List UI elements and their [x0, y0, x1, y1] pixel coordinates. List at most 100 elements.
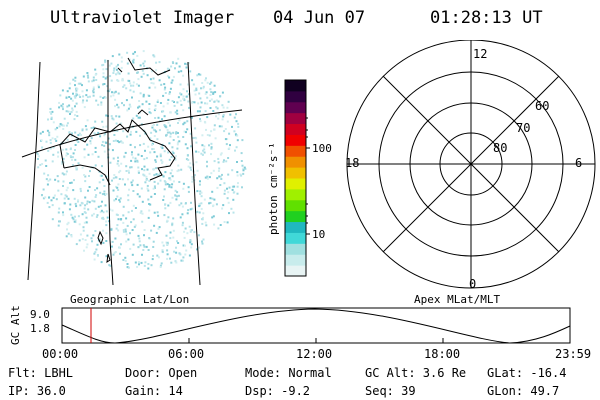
emission-pixel: [124, 259, 127, 262]
emission-pixel: [178, 119, 181, 122]
emission-pixel: [99, 205, 102, 208]
emission-pixel: [161, 147, 164, 150]
emission-pixel: [151, 126, 154, 129]
emission-pixel: [74, 215, 76, 218]
emission-pixel: [143, 234, 145, 237]
emission-pixel: [125, 170, 128, 172]
emission-pixel: [94, 120, 97, 123]
emission-pixel: [111, 240, 114, 243]
emission-pixel: [109, 208, 112, 211]
emission-pixel: [72, 218, 75, 221]
emission-pixel: [71, 164, 74, 166]
emission-pixel: [67, 221, 70, 224]
emission-pixel: [93, 258, 96, 261]
emission-pixel: [205, 128, 207, 131]
emission-pixel: [162, 110, 165, 113]
lat-label-80: 80: [493, 141, 507, 155]
emission-pixel: [159, 155, 162, 158]
emission-pixel: [152, 128, 155, 131]
emission-pixel: [171, 156, 174, 159]
emission-pixel: [105, 210, 108, 213]
emission-pixel: [170, 65, 173, 68]
emission-pixel: [117, 160, 120, 163]
emission-pixel: [44, 159, 47, 162]
emission-pixel: [153, 151, 156, 154]
emission-pixel: [120, 122, 123, 125]
emission-pixel: [163, 195, 165, 198]
emission-pixel: [115, 68, 118, 71]
emission-pixel: [105, 240, 108, 242]
emission-pixel: [66, 105, 69, 108]
emission-pixel: [139, 211, 142, 214]
emission-pixel: [132, 90, 135, 93]
emission-pixel: [115, 176, 118, 179]
emission-pixel: [137, 246, 140, 249]
emission-pixel: [187, 186, 190, 189]
emission-pixel: [170, 261, 173, 264]
colorbar-swatch: [285, 178, 306, 190]
emission-pixel: [186, 90, 188, 93]
emission-pixel: [182, 109, 185, 112]
emission-pixel: [186, 232, 189, 235]
emission-pixel: [64, 194, 67, 197]
emission-pixel: [57, 180, 60, 183]
emission-pixel: [126, 62, 129, 65]
emission-pixel: [209, 107, 212, 109]
emission-pixel: [156, 123, 159, 126]
emission-pixel: [112, 253, 115, 256]
emission-pixel: [152, 82, 155, 85]
emission-pixel: [222, 115, 225, 118]
emission-pixel: [203, 145, 206, 148]
emission-pixel: [123, 84, 126, 87]
emission-pixel: [138, 100, 141, 102]
emission-pixel: [232, 191, 235, 194]
emission-pixel: [146, 74, 149, 77]
emission-pixel: [125, 217, 128, 220]
emission-pixel: [231, 125, 233, 128]
emission-pixel: [113, 199, 116, 202]
emission-pixel: [78, 239, 81, 242]
emission-pixel: [206, 165, 208, 168]
emission-pixel: [191, 178, 194, 181]
coastline: [59, 57, 176, 264]
emission-pixel: [129, 247, 132, 250]
emission-pixel: [155, 231, 158, 234]
emission-pixel: [197, 102, 200, 105]
emission-pixel: [186, 147, 189, 150]
emission-pixel: [212, 169, 215, 172]
emission-pixel: [145, 100, 148, 103]
emission-pixel: [219, 153, 222, 156]
emission-pixel: [41, 146, 44, 149]
emission-pixel: [69, 82, 72, 85]
emission-pixel: [137, 153, 140, 156]
emission-pixel: [40, 139, 43, 142]
emission-pixel: [181, 224, 184, 227]
emission-pixel: [176, 143, 179, 146]
emission-pixel: [63, 173, 65, 176]
orbit-frame: [61, 307, 571, 344]
emission-pixel: [95, 248, 98, 251]
emission-pixel: [187, 158, 190, 161]
emission-pixel: [108, 64, 111, 67]
emission-pixel: [186, 212, 189, 215]
emission-pixel: [129, 143, 132, 146]
emission-pixel: [120, 66, 123, 69]
x-tick-1200: 12:00: [296, 347, 333, 361]
emission-pixel: [171, 150, 174, 153]
emission-pixel: [172, 217, 175, 220]
emission-pixel: [76, 87, 79, 90]
emission-pixel: [154, 160, 157, 163]
emission-pixel: [84, 204, 87, 207]
emission-pixel: [137, 84, 140, 87]
emission-pixel: [130, 159, 133, 162]
emission-pixel: [215, 99, 218, 102]
emission-pixel: [48, 131, 51, 134]
emission-pixel: [141, 103, 144, 106]
emission-pixel: [223, 192, 226, 195]
emission-pixel: [164, 207, 167, 210]
emission-pixel: [86, 96, 89, 99]
emission-pixel: [211, 190, 214, 193]
emission-pixel: [166, 75, 169, 78]
emission-pixel: [219, 95, 222, 98]
emission-pixel: [116, 140, 119, 143]
